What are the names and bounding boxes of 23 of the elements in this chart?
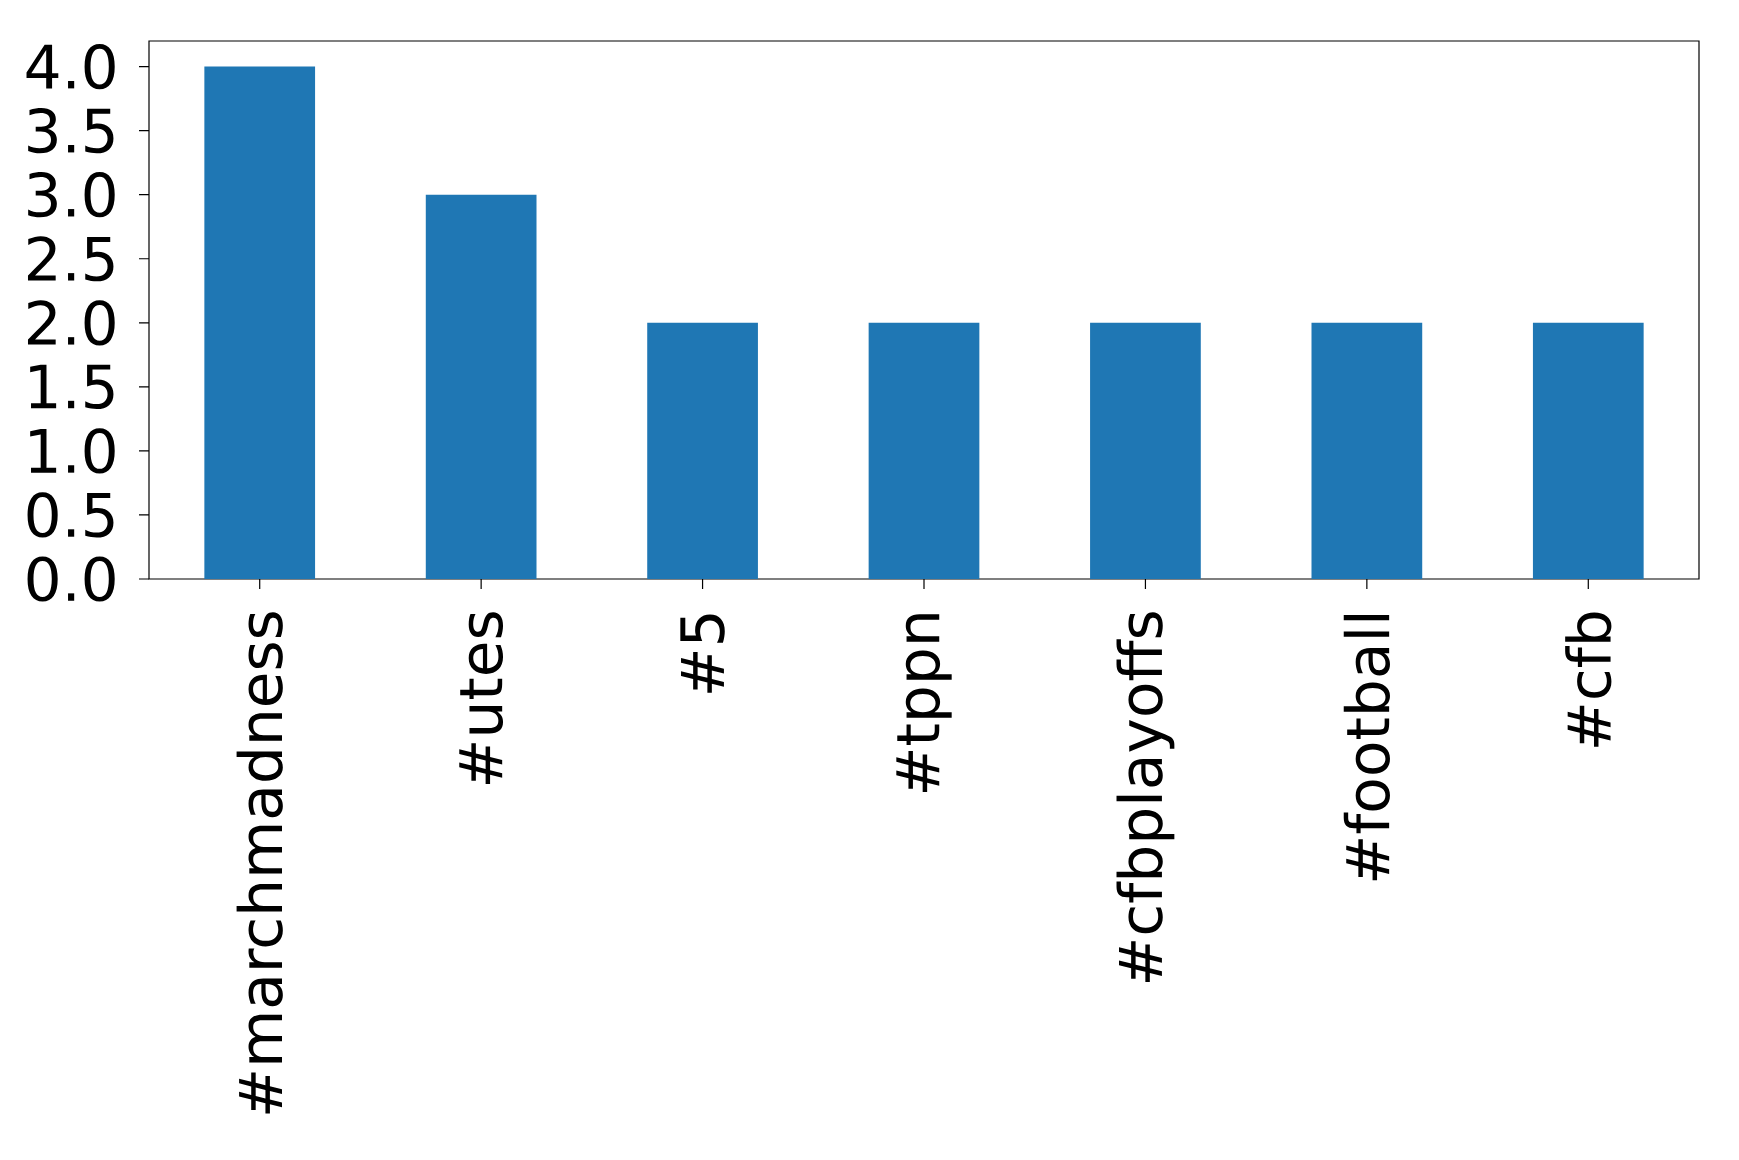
y-tick-label: 0.5 — [27, 492, 114, 538]
x-tick-label: #tppn — [896, 614, 952, 792]
x-tick-label: #cfbplayoffs — [1116, 612, 1175, 983]
x-tick-label: #utes — [459, 612, 504, 785]
bar — [1532, 322, 1644, 579]
bar — [868, 322, 980, 579]
y-tick-label: 2.0 — [27, 300, 115, 346]
x-tick-label: #football — [1343, 614, 1390, 881]
x-tick-label: #marchmadness — [236, 612, 283, 1114]
y-tick-label: 3.5 — [28, 108, 114, 154]
y-tick-label: 0.0 — [27, 556, 115, 602]
y-tick-label: 1.0 — [30, 428, 115, 474]
y-tick-label: 3.0 — [28, 172, 115, 218]
x-tick-label: #cfb — [1565, 612, 1612, 747]
y-tick-label: 4.0 — [26, 44, 115, 90]
y-tick-label: 2.5 — [27, 236, 114, 282]
bar — [1090, 322, 1201, 579]
bar — [647, 322, 758, 579]
x-tick-label: #5 — [680, 614, 725, 693]
y-tick-label: 1.5 — [30, 364, 114, 410]
bar — [425, 194, 537, 579]
bar — [204, 66, 316, 579]
bar — [1311, 322, 1423, 579]
